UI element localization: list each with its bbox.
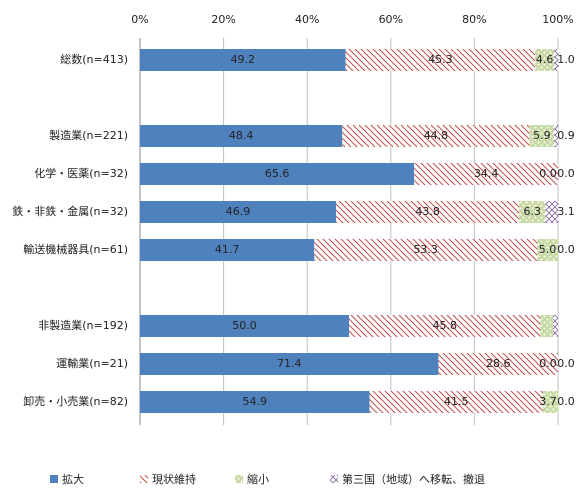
legend-label: 拡大 [62, 472, 84, 486]
category-label: 輸送機械器具(n=61) [23, 242, 128, 256]
legend-swatch [330, 475, 338, 483]
data-label: 0.0 [557, 357, 575, 370]
data-label: 0.0 [539, 357, 557, 370]
bar-segment [537, 239, 558, 261]
category-label: 鉄・非鉄・金属(n=32) [12, 204, 128, 218]
data-label: 65.6 [265, 167, 290, 180]
x-tick-label: 60% [379, 13, 403, 26]
data-label: 0.0 [557, 395, 575, 408]
data-label: 0.0 [557, 167, 575, 180]
data-label: 46.9 [226, 205, 251, 218]
category-label: 非製造業(n=192) [38, 318, 128, 332]
bar-segment [414, 163, 558, 185]
bar-segment [345, 49, 536, 71]
category-label: 卸売・小売業(n=82) [23, 394, 128, 408]
data-label: 71.4 [277, 357, 302, 370]
data-label: 48.4 [229, 129, 254, 142]
legend-label: 現状維持 [152, 472, 196, 486]
x-tick-label: 80% [462, 13, 486, 26]
data-label: 0.9 [557, 129, 575, 142]
category-label: 化学・医薬(n=32) [34, 166, 128, 180]
bar-segment [369, 391, 543, 413]
data-label: 50.0 [232, 319, 257, 332]
legend-swatch [140, 475, 148, 483]
bar-segment [140, 201, 337, 223]
data-label: 44.8 [424, 129, 449, 142]
bar-segment [438, 353, 558, 375]
category-label: 製造業(n=221) [49, 128, 128, 142]
legend-label: 第三国（地域）へ移転、撤退 [342, 472, 485, 486]
x-tick-label: 40% [295, 13, 319, 26]
x-tick-label: 20% [211, 13, 235, 26]
bar-segment [542, 391, 559, 413]
bar-segment [552, 315, 558, 337]
bar-segment [545, 201, 559, 223]
data-label: 5.9 [533, 129, 551, 142]
data-label: 5.0 [539, 243, 557, 256]
bar-segment [529, 125, 555, 147]
data-label: 53.3 [413, 243, 438, 256]
data-label: 1.0 [557, 53, 575, 66]
data-label: 0.0 [557, 243, 575, 256]
bar-segment [535, 49, 555, 71]
data-label: 0.0 [539, 167, 557, 180]
data-label: 41.7 [215, 243, 240, 256]
data-label: 28.6 [486, 357, 511, 370]
data-label: 54.9 [242, 395, 267, 408]
bar-segment [342, 125, 530, 147]
bar-segment [349, 315, 541, 337]
legend-swatch [235, 475, 243, 483]
category-label: 運輸業(n=21) [56, 356, 128, 370]
bar-segment [140, 163, 415, 185]
data-label: 49.2 [231, 53, 256, 66]
data-label: 45.8 [432, 319, 457, 332]
bar-segment [140, 353, 439, 375]
bar-segment [540, 315, 553, 337]
bar-segment [336, 201, 520, 223]
legend-swatch [50, 475, 58, 483]
bar-segment [519, 201, 546, 223]
data-label: 3.7 [539, 395, 557, 408]
bar-segment [140, 239, 315, 261]
data-label: 6.3 [524, 205, 542, 218]
x-tick-label: 100% [542, 13, 573, 26]
data-label: 3.1 [557, 205, 575, 218]
bar-segment [554, 49, 559, 71]
bar-segment [140, 49, 346, 71]
bar-segment [554, 125, 558, 147]
legend-label: 縮小 [247, 472, 269, 486]
category-label: 総数(n=413) [60, 52, 128, 66]
bar-segment [140, 315, 349, 337]
data-label: 34.4 [474, 167, 499, 180]
bar-segment [140, 391, 370, 413]
data-label: 41.5 [444, 395, 469, 408]
data-label: 45.3 [428, 53, 453, 66]
x-tick-label: 0% [131, 13, 148, 26]
bar-segment [140, 125, 343, 147]
data-label: 43.8 [415, 205, 440, 218]
data-label: 4.6 [536, 53, 554, 66]
bar-segment [314, 239, 538, 261]
